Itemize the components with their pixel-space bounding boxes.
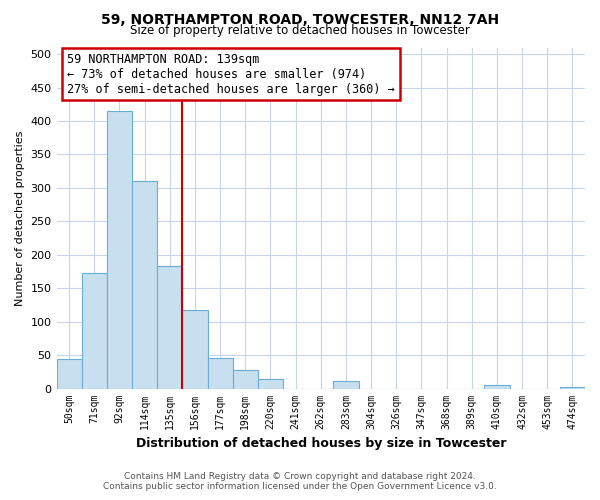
- Bar: [82, 273, 107, 388]
- Bar: [107, 111, 132, 388]
- Text: Contains HM Land Registry data © Crown copyright and database right 2024.
Contai: Contains HM Land Registry data © Crown c…: [103, 472, 497, 491]
- Bar: [334, 380, 359, 388]
- Bar: [182, 310, 208, 388]
- Bar: [233, 370, 258, 388]
- Bar: [157, 266, 182, 388]
- Text: Size of property relative to detached houses in Towcester: Size of property relative to detached ho…: [130, 24, 470, 37]
- Bar: [484, 385, 509, 388]
- Bar: [132, 181, 157, 388]
- Bar: [56, 359, 82, 388]
- Text: 59 NORTHAMPTON ROAD: 139sqm
← 73% of detached houses are smaller (974)
27% of se: 59 NORTHAMPTON ROAD: 139sqm ← 73% of det…: [67, 52, 395, 96]
- Y-axis label: Number of detached properties: Number of detached properties: [15, 130, 25, 306]
- Bar: [560, 386, 585, 388]
- Bar: [208, 358, 233, 388]
- X-axis label: Distribution of detached houses by size in Towcester: Distribution of detached houses by size …: [136, 437, 506, 450]
- Bar: [258, 379, 283, 388]
- Text: 59, NORTHAMPTON ROAD, TOWCESTER, NN12 7AH: 59, NORTHAMPTON ROAD, TOWCESTER, NN12 7A…: [101, 12, 499, 26]
